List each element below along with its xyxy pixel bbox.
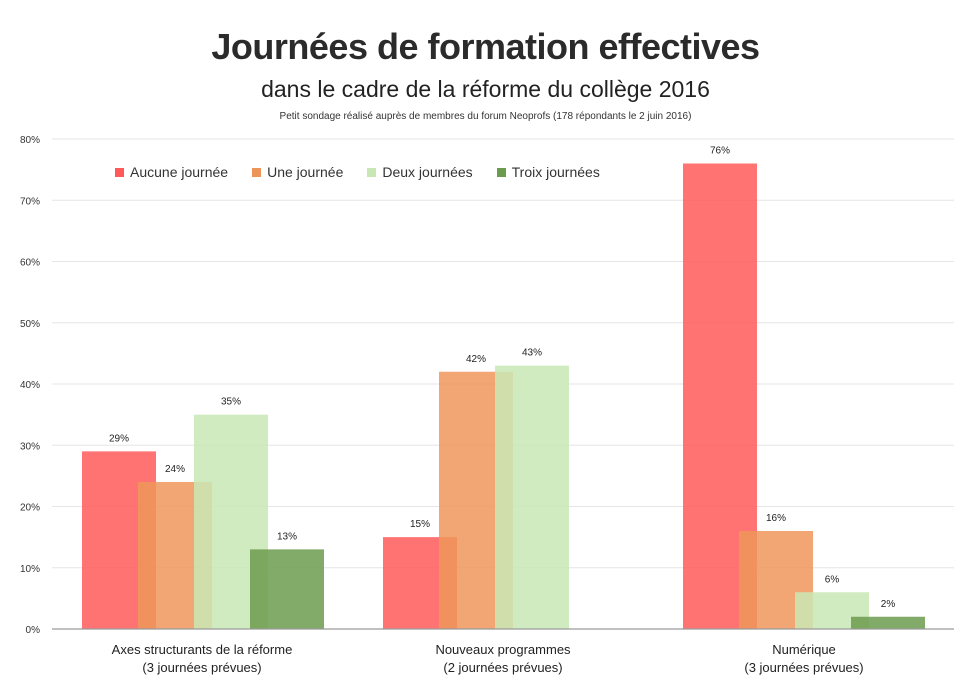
legend-swatch-troix xyxy=(496,167,506,177)
y-tick-label: 0% xyxy=(26,625,41,636)
x-category-programmes-line2: (2 journées prévues) xyxy=(443,660,563,675)
bar xyxy=(851,616,925,629)
x-category-programmes-line1: Nouveaux programmes xyxy=(435,642,571,657)
y-tick-label: 50% xyxy=(20,319,40,330)
x-category-axes: Axes structurants de la réforme (3 journ… xyxy=(72,641,332,677)
data-label: 13% xyxy=(277,531,297,542)
data-label: 16% xyxy=(766,513,786,524)
data-label: 76% xyxy=(710,146,730,157)
legend-label-troix: Troix journées xyxy=(511,164,600,180)
x-category-programmes: Nouveaux programmes (2 journées prévues) xyxy=(373,641,633,677)
bar xyxy=(495,365,569,629)
legend-label-deux: Deux journées xyxy=(382,164,473,180)
y-tick-label: 30% xyxy=(20,441,40,452)
legend-swatch-aucune xyxy=(115,167,124,177)
chart-subtitle: dans le cadre de la réforme du collège 2… xyxy=(261,76,710,102)
legend-label-aucune: Aucune journée xyxy=(130,164,229,180)
y-tick-label: 70% xyxy=(20,196,40,207)
chart-title: Journées de formation effectives xyxy=(211,26,760,67)
x-category-numerique: Numérique (3 journées prévues) xyxy=(674,641,934,677)
data-label: 24% xyxy=(165,464,185,475)
x-category-numerique-line2: (3 journées prévues) xyxy=(744,660,864,675)
y-tick-label: 20% xyxy=(20,503,40,514)
data-label: 29% xyxy=(109,433,129,444)
y-tick-label: 60% xyxy=(20,258,40,269)
chart-note: Petit sondage réalisé auprès de membres … xyxy=(279,111,692,122)
x-category-axes-line1: Axes structurants de la réforme xyxy=(111,642,293,657)
legend-item-une: Une journée xyxy=(252,164,343,180)
legend-item-aucune: Aucune journée xyxy=(115,164,228,180)
y-tick-label: 40% xyxy=(20,380,40,391)
legend-item-troix: Troix journées xyxy=(496,164,600,180)
data-label: 42% xyxy=(466,354,486,365)
data-label: 43% xyxy=(522,348,542,359)
data-label: 2% xyxy=(881,599,896,610)
data-label: 6% xyxy=(825,574,840,585)
x-category-axes-line2: (3 journées prévues) xyxy=(142,660,262,675)
y-tick-label: 80% xyxy=(20,135,40,146)
legend-swatch-une xyxy=(252,167,262,177)
bar xyxy=(250,549,324,629)
y-tick-label: 10% xyxy=(20,564,40,575)
data-label: 35% xyxy=(221,397,241,408)
legend-item-deux: Deux journées xyxy=(367,164,473,180)
chart-legend: Aucune journée Une journée Deux journées… xyxy=(115,164,600,180)
legend-label-une: Une journée xyxy=(267,164,344,180)
x-category-numerique-line1: Numérique xyxy=(772,642,836,657)
data-label: 15% xyxy=(410,519,430,530)
legend-swatch-deux xyxy=(367,167,377,177)
